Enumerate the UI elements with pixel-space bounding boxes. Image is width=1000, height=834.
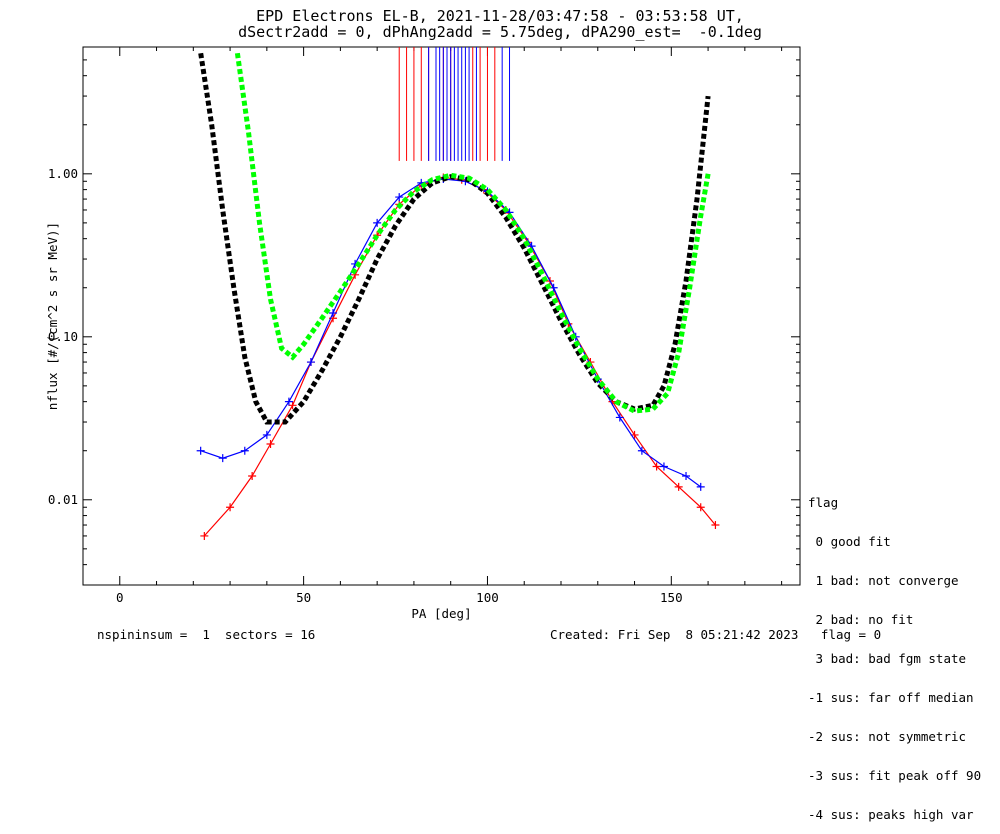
red-data-point [288,401,297,410]
blue-data-point [637,446,646,455]
chart-title-line1: EPD Electrons EL-B, 2021-11-28/03:47:58 … [256,7,744,25]
blue-series-line [200,178,702,488]
y-axis-label: nflux [#/(cm^2 s sr MeV)] [45,222,60,410]
red-data-point [696,503,705,512]
legend-heading: flag [808,495,839,510]
y-tick-label: 1.00 [48,166,78,181]
red-data-point [674,482,683,491]
blue-data-point [696,482,705,491]
x-tick-label: 150 [660,590,683,605]
flag-legend: flag 0 good fit 1 bad: not converge 2 ba… [808,470,981,834]
legend-item: -1 sus: far off median [808,690,974,705]
chart-title-line2: dSectr2add = 0, dPhAng2add = 5.75deg, dP… [238,23,762,41]
legend-item: 3 bad: bad fgm state [808,651,967,666]
blue-data-point [659,462,668,471]
footer-spin-info: nspininsum = 1 sectors = 16 [97,627,316,642]
red-data-point [248,471,257,480]
y-tick-label: 0.01 [48,492,78,507]
legend-item: -3 sus: fit peak off 90 [808,768,982,783]
red-data-point [266,439,275,448]
legend-item: 2 bad: no fit [808,612,914,627]
legend-item: 1 bad: not converge [808,573,959,588]
legend-item: -4 sus: peaks high var [808,807,974,822]
footer-created-info: Created: Fri Sep 8 05:21:42 2023 flag = … [550,627,882,642]
blue-data-point [218,454,227,463]
y-tick-label: 0.10 [48,329,78,344]
blue-data-point [306,358,315,367]
blue-data-point [395,193,404,202]
legend-item: 0 good fit [808,534,891,549]
x-axis-label: PA [deg] [411,606,471,621]
blue-data-point [373,218,382,227]
plot-frame [82,46,801,586]
red-data-point [652,462,661,471]
blue-data-point [682,471,691,480]
legend-item: -2 sus: not symmetric [808,729,967,744]
red-data-point [200,531,209,540]
blue-data-point [240,446,249,455]
red-data-point [226,503,235,512]
blue-data-point [262,430,271,439]
x-tick-label: 0 [116,590,124,605]
blue-data-point [615,413,624,422]
blue-data-point [329,308,338,317]
blue-data-point [284,397,293,406]
blue-data-point [196,446,205,455]
x-tick-label: 50 [296,590,311,605]
green-series-line [234,52,711,414]
red-data-point [711,521,720,530]
pitch-angle-plot: 0 50 100 150 0.01 0.10 1.00 PA [deg] nflux [#/(c… [45,46,801,621]
black-series-line [198,52,711,425]
red-series-line [203,176,716,537]
x-tick-label: 100 [476,590,499,605]
